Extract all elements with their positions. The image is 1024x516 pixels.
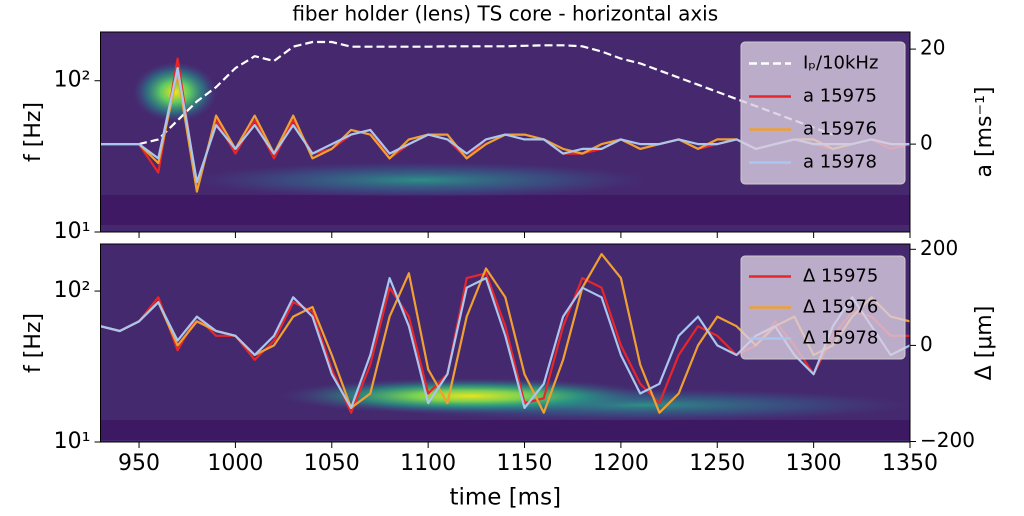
series-line: [138, 40, 834, 146]
legend-label: Δ 15978: [803, 328, 878, 349]
chart-title: fiber holder (lens) TS core - horizontal…: [292, 2, 718, 26]
plot-frame: [100, 31, 911, 233]
x-tick-label: 1250: [689, 451, 745, 476]
y2-tick-label: 200: [920, 236, 958, 260]
y-tick-label: 10²: [54, 278, 91, 303]
y2-axis-label: Δ [μm]: [972, 306, 997, 381]
y-tick-label: 10²: [54, 68, 91, 93]
y-axis-label: f [Hz]: [21, 313, 46, 373]
x-tick-label: 1200: [593, 451, 649, 476]
x-axis-label: time [ms]: [449, 485, 561, 511]
legend-label: Δ 15976: [803, 297, 878, 318]
y-tick-label: 10¹: [54, 429, 91, 454]
x-tick-label: 1350: [882, 451, 938, 476]
x-tick-label: 1000: [207, 451, 263, 476]
legend-label: Δ 15975: [803, 266, 878, 287]
legend-label: Iₚ/10kHz: [803, 53, 878, 74]
legend-label: a 15976: [803, 119, 877, 140]
x-tick-label: 1050: [304, 451, 360, 476]
y-tick-label: 10¹: [54, 219, 91, 244]
plot-frame: [100, 243, 911, 443]
legend-label: a 15978: [803, 152, 877, 173]
x-tick-label: 950: [118, 451, 160, 476]
x-tick-label: 1100: [400, 451, 456, 476]
y-axis-label: f [Hz]: [21, 102, 46, 162]
x-tick-label: 1150: [497, 451, 553, 476]
legend-box: [740, 255, 906, 360]
y2-tick-label: −200: [920, 428, 975, 452]
y2-tick-label: 20: [920, 36, 945, 60]
legend-label: a 15975: [803, 86, 877, 107]
y2-tick-label: 0: [920, 332, 933, 356]
x-tick-label: 1300: [786, 451, 842, 476]
y2-axis-label: a [ms⁻¹]: [972, 87, 997, 178]
legend-box: [740, 41, 906, 185]
y2-tick-label: 0: [920, 131, 933, 155]
